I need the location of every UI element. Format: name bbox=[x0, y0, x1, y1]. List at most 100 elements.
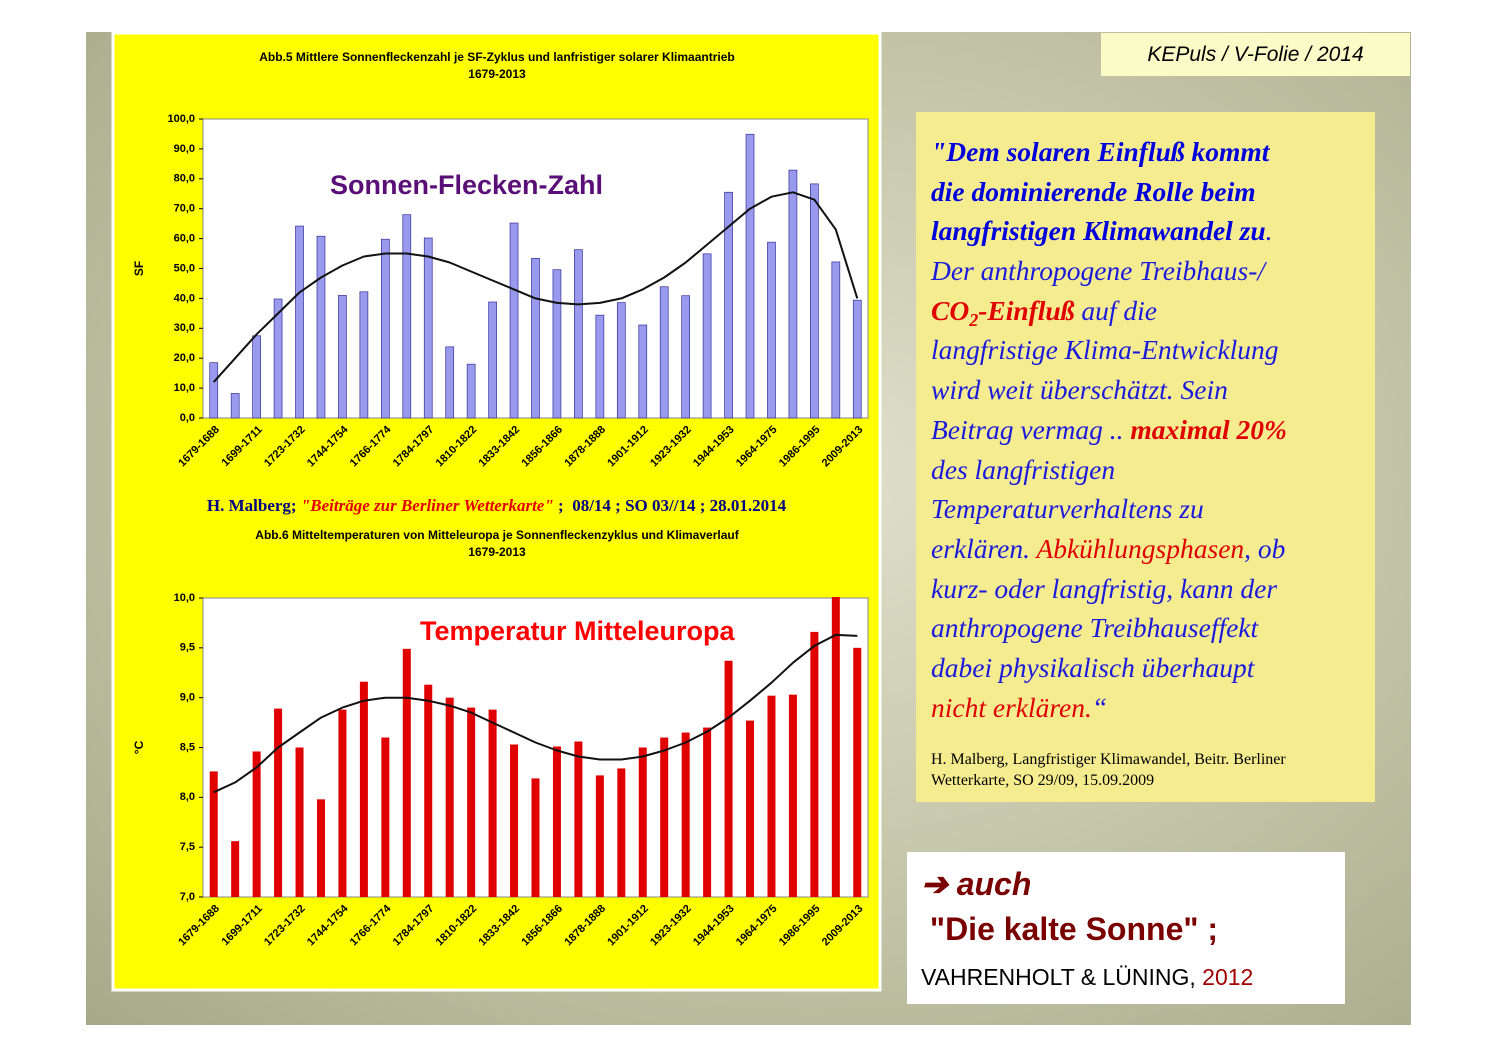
bar bbox=[810, 183, 819, 419]
bar bbox=[788, 169, 798, 419]
annotation: Sonnen-Flecken-Zahl bbox=[330, 170, 603, 200]
text-run: langfristige Klima-Entwicklung bbox=[931, 334, 1279, 366]
text-run: , ob bbox=[1244, 532, 1286, 564]
bar bbox=[681, 732, 690, 897]
y-tick-label: 0,0 bbox=[180, 412, 195, 424]
bar bbox=[724, 660, 733, 897]
y-tick-label: 9,0 bbox=[180, 692, 195, 704]
text-run: auf die bbox=[1074, 294, 1157, 326]
y-tick-label: 50,0 bbox=[174, 262, 195, 274]
text-line: CO2-Einfluß auf die bbox=[931, 291, 1363, 331]
text-line: ➔ auch bbox=[921, 862, 1345, 906]
text-run: “ bbox=[1091, 691, 1108, 723]
trend-line bbox=[212, 191, 859, 383]
text-run: "Dem solaren Einfluß kommt bbox=[931, 136, 1270, 167]
bar bbox=[445, 346, 455, 419]
bar bbox=[423, 237, 433, 419]
bar bbox=[231, 841, 240, 897]
bar bbox=[531, 257, 540, 419]
source-run: "Beiträge zur Berliner Wetterkarte" bbox=[300, 496, 554, 515]
bar bbox=[402, 648, 411, 897]
text-line: anthropogene Treibhauseffekt bbox=[931, 608, 1363, 648]
annotation: Temperatur Mitteleuropa bbox=[420, 616, 736, 646]
bar bbox=[295, 225, 304, 419]
bar bbox=[359, 681, 368, 897]
bar bbox=[767, 241, 776, 419]
y-tick-label: 8,5 bbox=[180, 741, 195, 753]
bar bbox=[767, 695, 776, 897]
bar bbox=[617, 768, 626, 897]
source-line: H. Malberg; "Beiträge zur Berliner Wette… bbox=[113, 496, 880, 516]
bar bbox=[338, 295, 347, 419]
bar bbox=[316, 799, 325, 897]
bar bbox=[703, 727, 712, 897]
y-tick-label: 7,5 bbox=[180, 841, 195, 853]
y-tick-label: 10,0 bbox=[174, 592, 195, 604]
header: KEPuls / V-Folie / 2014 bbox=[1101, 33, 1410, 76]
text-run: die dominierende Rolle beim bbox=[931, 175, 1256, 207]
text-run: Beitrag vermag .. bbox=[931, 413, 1131, 445]
text-line: Beitrag vermag .. maximal 20% bbox=[931, 410, 1363, 450]
bar bbox=[274, 708, 283, 897]
y-axis-label: °C bbox=[132, 740, 146, 754]
text-run: maximal 20% bbox=[1130, 413, 1287, 445]
text-run: ➔ auch bbox=[921, 866, 1032, 902]
text-run: 2012 bbox=[1202, 964, 1254, 990]
y-tick-label: 10,0 bbox=[174, 382, 195, 394]
reference-box: ➔ auch "Die kalte Sonne" ; VAHRENHOLT & L… bbox=[907, 852, 1345, 1004]
bar bbox=[380, 238, 390, 419]
chart-subtitle: 1679-2013 bbox=[468, 67, 526, 81]
bar bbox=[381, 737, 390, 897]
bar bbox=[230, 393, 240, 419]
bar bbox=[252, 335, 261, 419]
text-line: kurz- oder langfristig, kann der bbox=[931, 569, 1363, 609]
quote-box: "Dem solaren Einfluß kommt die dominieren… bbox=[916, 112, 1375, 802]
bar bbox=[724, 191, 733, 419]
bar bbox=[831, 597, 840, 897]
trend-line bbox=[213, 633, 858, 794]
text-line: "Dem solaren Einfluß kommt bbox=[931, 132, 1363, 172]
bar bbox=[466, 363, 476, 419]
bar bbox=[853, 647, 862, 897]
chart-title: Abb.6 Mitteltemperaturen von Mitteleurop… bbox=[255, 528, 739, 542]
bar bbox=[702, 253, 712, 419]
bar bbox=[467, 707, 476, 897]
citation-line: H. Malberg, Langfristiger Klimawandel, B… bbox=[931, 751, 1286, 769]
text-line: des langfristigen bbox=[931, 450, 1363, 490]
y-tick-label: 30,0 bbox=[174, 322, 195, 334]
bar bbox=[638, 747, 647, 897]
citation: H. Malberg, Langfristiger Klimawandel, B… bbox=[931, 749, 1363, 791]
bar bbox=[788, 694, 797, 897]
bar bbox=[681, 295, 691, 419]
y-tick-label: 70,0 bbox=[174, 203, 195, 215]
text-line: dabei physikalisch überhaupt bbox=[931, 648, 1363, 688]
bar bbox=[745, 133, 755, 419]
bar bbox=[810, 631, 819, 897]
text-run: VAHRENHOLT & LÜNING, bbox=[921, 964, 1203, 990]
bar bbox=[209, 362, 219, 419]
text-run: Der anthropogene Treibhaus-/ bbox=[931, 255, 1266, 287]
text-run: . bbox=[1265, 215, 1273, 247]
source-run: ; 08/14 ; SO 03//14 ; 28.01.2014 bbox=[553, 496, 787, 515]
text-run: nicht erklären. bbox=[931, 691, 1092, 723]
text-run: CO bbox=[931, 294, 970, 326]
y-tick-label: 40,0 bbox=[174, 292, 195, 304]
bar bbox=[338, 709, 347, 897]
bar bbox=[359, 291, 369, 419]
text-run: "Die kalte Sonne" ; bbox=[921, 911, 1219, 947]
text-run: erklären. bbox=[931, 532, 1037, 564]
bar bbox=[445, 697, 454, 897]
bar bbox=[252, 751, 261, 897]
bar bbox=[831, 261, 841, 419]
chart-subtitle: 1679-2013 bbox=[468, 545, 526, 559]
text-run: dabei physikalisch überhaupt bbox=[931, 651, 1255, 683]
text-line: nicht erklären.“ bbox=[931, 688, 1363, 728]
y-tick-label: 90,0 bbox=[174, 143, 195, 155]
bar bbox=[746, 720, 755, 897]
bar bbox=[488, 709, 497, 897]
bar bbox=[552, 269, 562, 419]
y-axis-label: SF bbox=[132, 261, 146, 276]
chart-title: Abb.5 Mittlere Sonnenfleckenzahl je SF-Z… bbox=[259, 50, 734, 64]
y-tick-label: 7,0 bbox=[180, 891, 195, 903]
